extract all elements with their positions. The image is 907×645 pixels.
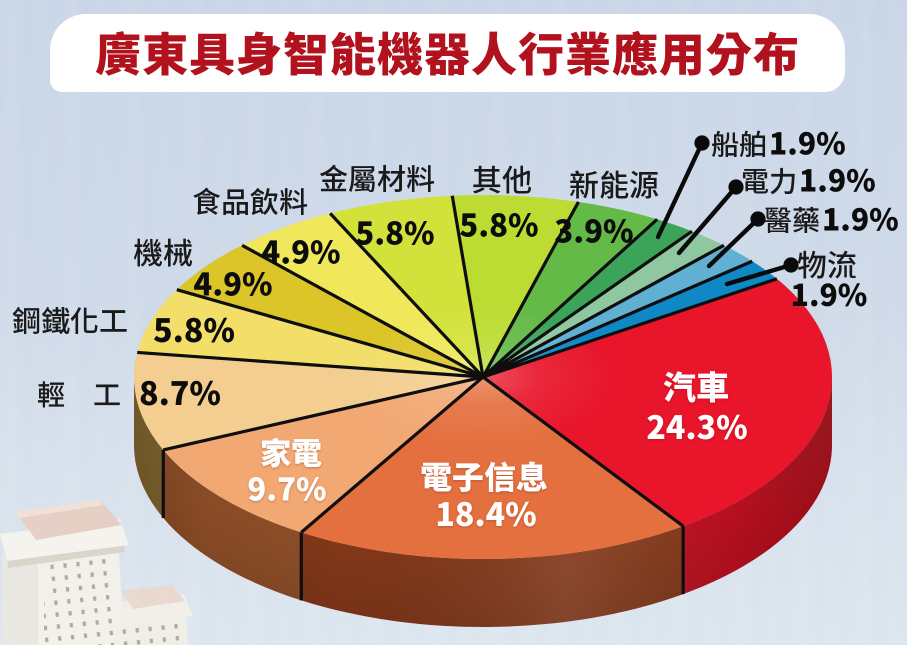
callout-line [676,184,739,256]
pie-slice-3 [134,352,484,450]
pie-callout-lines [655,135,799,287]
callout-dot [694,135,710,151]
slice-border-line [328,212,485,379]
slice-border-line [481,201,580,378]
slice-border-line [482,229,693,379]
pie-slice-10 [483,219,692,377]
slice-border-line [300,375,485,534]
pie-slice-2 [163,377,483,533]
slice-border-line [482,277,778,379]
slice-border-line [482,375,685,528]
callout-line [706,216,761,269]
pie-slice-5 [176,245,484,377]
callout-dot [728,179,744,195]
pie-slice-8 [452,195,579,377]
building-right [112,585,193,645]
pie-slice-6 [242,213,483,377]
slice-border-line [137,350,484,379]
pie-slice-13 [483,261,777,377]
title-banner: 廣東具身智能機器人行業應用分布 [50,14,845,92]
slice-border-line [482,259,753,379]
slice-border-line [241,243,484,379]
callout-line [724,262,794,287]
pie-slice-4 [137,289,483,377]
callout-dot [783,257,799,273]
pie-slice-11 [483,231,724,377]
callout-line [655,140,705,240]
pie-slice-7 [330,195,483,377]
buildings-illustration [0,500,193,645]
pie-slice-1 [301,377,684,560]
pie-slice-12 [483,245,753,377]
slice-border-line [481,218,659,379]
slice-border-line [482,243,725,379]
chart-title: 廣東具身智能機器人行業應用分布 [95,19,800,85]
pie-slice-9 [483,201,658,377]
callout-dot [750,211,766,227]
pie-slice-0 [483,278,833,527]
slice-border-line [450,195,485,378]
pie-slice-borders [137,195,778,601]
building-left [0,500,129,645]
pie-slices [134,195,833,560]
slice-border-line [176,288,484,379]
slice-border-line [162,375,484,452]
